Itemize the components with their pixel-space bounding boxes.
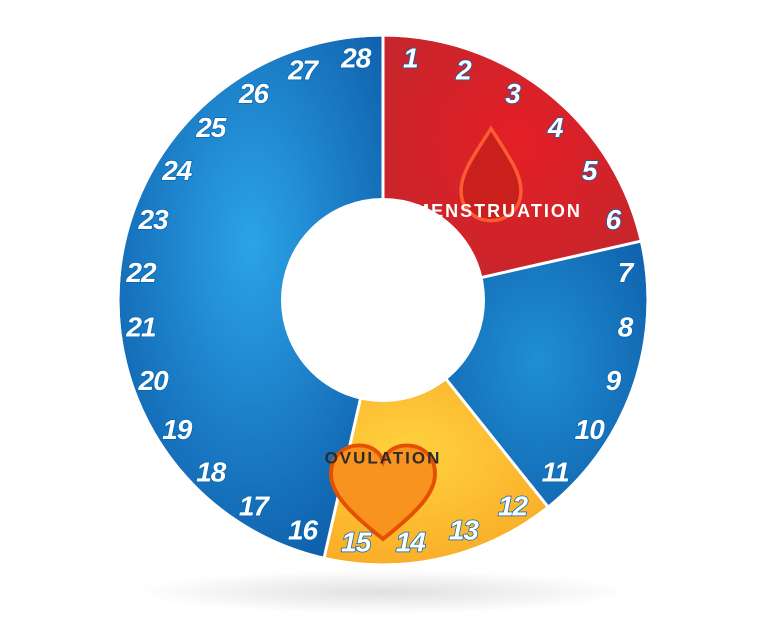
day-number-10: 10 [575,414,606,445]
day-number-26: 26 [238,78,270,109]
day-number-19: 19 [162,414,193,445]
day-number-5: 5 [582,155,598,186]
day-number-17: 17 [239,491,271,522]
day-number-18: 18 [196,457,227,488]
day-number-8: 8 [618,312,634,343]
day-number-24: 24 [161,155,193,186]
day-number-7: 7 [618,257,635,288]
day-number-11: 11 [542,457,569,488]
day-number-13: 13 [449,514,480,545]
day-number-23: 23 [138,204,170,235]
day-number-6: 6 [606,204,622,235]
phase-label-ovulation: OVULATION [325,448,442,467]
cycle-chart: MENSTRUATIONOVULATION1234567891011121314… [0,0,766,637]
day-number-20: 20 [138,365,170,396]
day-number-3: 3 [505,78,521,109]
day-number-21: 21 [125,312,156,343]
day-number-25: 25 [195,112,227,143]
inner-hole [283,200,483,400]
day-number-12: 12 [498,491,529,522]
day-number-2: 2 [455,55,472,86]
day-number-22: 22 [125,257,157,288]
day-number-9: 9 [606,365,622,396]
day-number-4: 4 [547,112,564,143]
day-number-14: 14 [396,526,427,557]
ground-shadow [133,570,633,614]
day-number-16: 16 [288,514,319,545]
day-number-15: 15 [341,526,372,557]
day-number-27: 27 [287,55,320,86]
day-number-28: 28 [340,42,372,73]
day-number-1: 1 [403,42,418,73]
